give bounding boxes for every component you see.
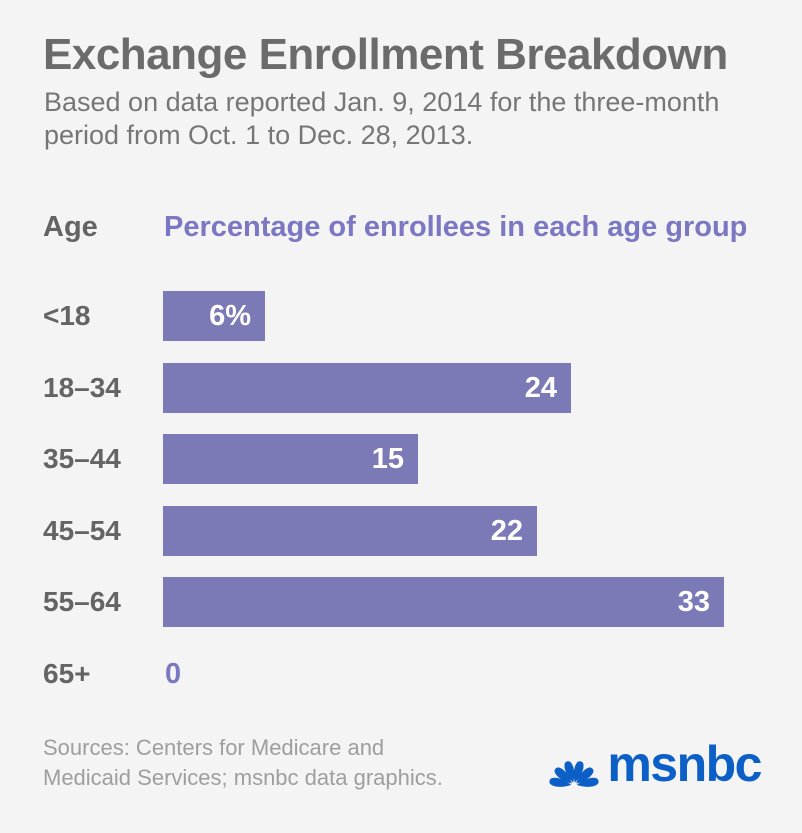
chart-row: 35–44 15: [0, 434, 802, 484]
bar: 15: [163, 434, 418, 484]
bar-value: 33: [677, 586, 710, 618]
column-header-age: Age: [43, 211, 98, 243]
sources-note: Sources: Centers for Medicare and Medica…: [43, 733, 443, 793]
bar-value: 22: [490, 515, 523, 547]
bar: 33: [163, 577, 724, 627]
age-label: 55–64: [43, 586, 121, 617]
subtitle-line-2: period from Oct. 1 to Dec. 28, 2013.: [44, 120, 474, 150]
nbc-peacock-icon: [549, 761, 599, 787]
age-label: <18: [43, 300, 91, 331]
chart-subtitle: Based on data reported Jan. 9, 2014 for …: [44, 86, 719, 152]
age-label: 65+: [43, 658, 91, 689]
sources-line-1: Sources: Centers for Medicare and: [43, 735, 385, 760]
age-label: 35–44: [43, 443, 121, 474]
bar-value: 15: [371, 443, 404, 475]
bar-value-zero: 0: [165, 658, 182, 690]
chart-rows: <18 6% 18–34 24 35–44 15 45–54 22 55–64 33 65+ 0: [0, 291, 802, 711]
age-label: 18–34: [43, 372, 121, 403]
sources-line-2: Medicaid Services; msnbc data graphics.: [43, 765, 443, 790]
bar: 22: [163, 506, 537, 556]
bar: 6%: [163, 291, 265, 341]
column-header-percentage: Percentage of enrollees in each age grou…: [164, 211, 748, 243]
subtitle-line-1: Based on data reported Jan. 9, 2014 for …: [44, 87, 720, 117]
bar: 24: [163, 363, 571, 413]
page-title: Exchange Enrollment Breakdown: [43, 30, 728, 79]
chart-row: 45–54 22: [0, 506, 802, 556]
chart-row: 65+ 0: [0, 649, 802, 699]
age-label: 45–54: [43, 515, 121, 546]
chart-row: <18 6%: [0, 291, 802, 341]
brand-logo: msnbc: [548, 736, 762, 792]
brand-wordmark: msnbc: [607, 736, 762, 792]
chart-row: 18–34 24: [0, 363, 802, 413]
bar-value: 6%: [209, 300, 251, 332]
bar-value: 24: [524, 372, 557, 404]
chart-row: 55–64 33: [0, 577, 802, 627]
